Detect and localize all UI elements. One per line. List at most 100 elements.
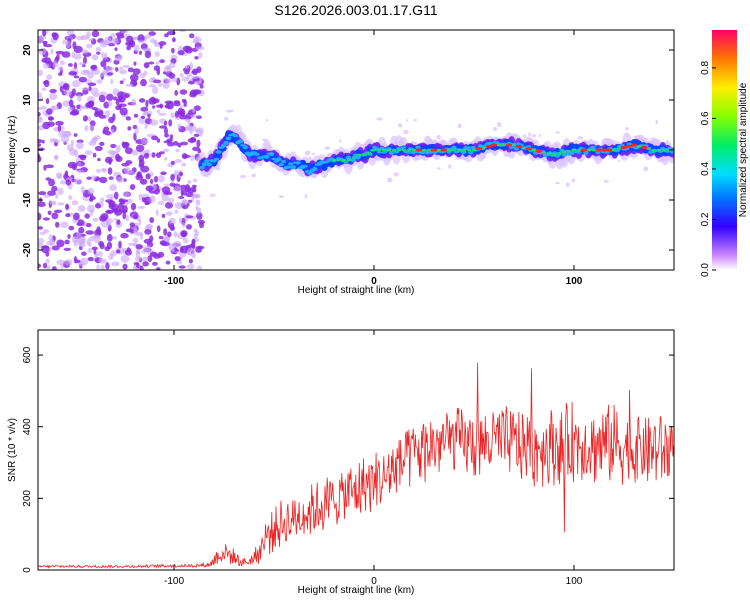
snr-x-axis-label: Height of straight line (km) xyxy=(298,585,415,596)
noise-blob xyxy=(165,260,171,265)
noise-blob xyxy=(87,187,95,195)
noise-blob xyxy=(105,194,115,199)
track-highlight xyxy=(356,153,362,157)
noise-blob xyxy=(60,60,65,66)
noise-blob xyxy=(60,221,69,229)
noise-blob xyxy=(62,130,71,138)
noise-speckle xyxy=(571,178,576,183)
track-core xyxy=(237,139,244,144)
noise-blob xyxy=(38,143,42,147)
track-peak xyxy=(515,144,523,148)
noise-blob xyxy=(155,152,162,158)
noise-blob xyxy=(43,194,51,198)
noise-blob xyxy=(38,237,45,245)
spectrogram-marks xyxy=(38,30,674,270)
noise-blob xyxy=(139,265,144,270)
noise-blob xyxy=(196,212,203,220)
noise-speckle xyxy=(251,173,256,178)
noise-blob xyxy=(181,222,186,228)
noise-blob xyxy=(141,111,149,116)
noise-blob xyxy=(164,33,169,38)
noise-blob xyxy=(188,258,193,264)
noise-speckle xyxy=(209,193,216,198)
noise-blob xyxy=(39,231,46,236)
noise-blob xyxy=(174,202,184,209)
noise-blob xyxy=(199,222,204,229)
noise-blob xyxy=(123,142,130,148)
noise-blob xyxy=(177,233,181,239)
noise-blob xyxy=(116,249,121,254)
noise-blob xyxy=(77,162,82,166)
noise-blob xyxy=(119,107,128,116)
noise-blob xyxy=(105,262,110,270)
noise-blob xyxy=(181,162,187,167)
noise-speckle xyxy=(555,131,560,134)
noise-blob xyxy=(143,152,150,159)
noise-blob xyxy=(155,104,164,108)
noise-blob xyxy=(162,148,170,153)
track-highlight xyxy=(616,147,622,151)
noise-blob xyxy=(120,254,130,263)
track-highlight xyxy=(591,148,597,152)
track-core xyxy=(415,145,421,149)
noise-blob xyxy=(76,104,81,110)
noise-blob xyxy=(194,56,199,60)
noise-blob xyxy=(78,62,86,66)
noise-blob xyxy=(165,211,173,216)
noise-blob xyxy=(86,176,92,180)
noise-blob xyxy=(108,43,115,47)
track-core xyxy=(400,146,407,149)
track-peak xyxy=(525,147,533,151)
noise-blob xyxy=(134,126,139,135)
track-highlight xyxy=(511,143,517,147)
x-tick-label: 100 xyxy=(566,276,583,287)
noise-blob xyxy=(68,99,74,108)
noise-blob xyxy=(77,205,86,212)
noise-blob xyxy=(49,88,57,94)
noise-blob xyxy=(158,112,167,116)
track-core xyxy=(288,162,294,166)
noise-blob xyxy=(187,180,192,184)
track-core xyxy=(268,151,275,157)
noise-blob xyxy=(112,37,119,42)
noise-blob xyxy=(99,141,105,146)
noise-blob xyxy=(107,100,113,107)
track-peak xyxy=(640,145,648,150)
noise-blob xyxy=(59,180,68,185)
y-tick-label: 0 xyxy=(22,147,33,153)
noise-blob xyxy=(132,68,141,75)
noise-blob xyxy=(75,36,85,41)
track-highlight xyxy=(566,150,572,153)
noise-blob xyxy=(66,144,74,152)
noise-blob xyxy=(77,169,85,174)
noise-blob xyxy=(56,259,65,266)
track-core xyxy=(206,162,212,167)
noise-blob xyxy=(67,234,71,239)
noise-blob xyxy=(120,232,129,239)
noise-blob xyxy=(92,217,99,222)
noise-blob xyxy=(88,242,92,248)
noise-blob xyxy=(156,138,161,143)
track-core xyxy=(223,140,229,145)
noise-blob xyxy=(135,250,141,258)
noise-blob xyxy=(51,266,57,270)
noise-blob xyxy=(101,52,105,59)
noise-blob xyxy=(86,43,93,49)
noise-blob xyxy=(77,219,85,227)
y-tick-label: -10 xyxy=(22,192,33,207)
noise-blob xyxy=(133,61,137,66)
noise-blob xyxy=(46,265,51,270)
track-core xyxy=(590,145,596,149)
noise-blob xyxy=(90,87,99,95)
noise-blob xyxy=(164,156,168,161)
noise-blob xyxy=(115,153,121,161)
noise-blob xyxy=(96,226,101,235)
noise-blob xyxy=(122,211,126,220)
noise-speckle xyxy=(436,167,441,170)
noise-speckle xyxy=(493,127,498,131)
noise-blob xyxy=(73,178,83,185)
noise-blob xyxy=(96,51,101,55)
noise-blob xyxy=(48,200,57,205)
noise-blob xyxy=(44,57,52,64)
noise-blob xyxy=(182,205,188,210)
